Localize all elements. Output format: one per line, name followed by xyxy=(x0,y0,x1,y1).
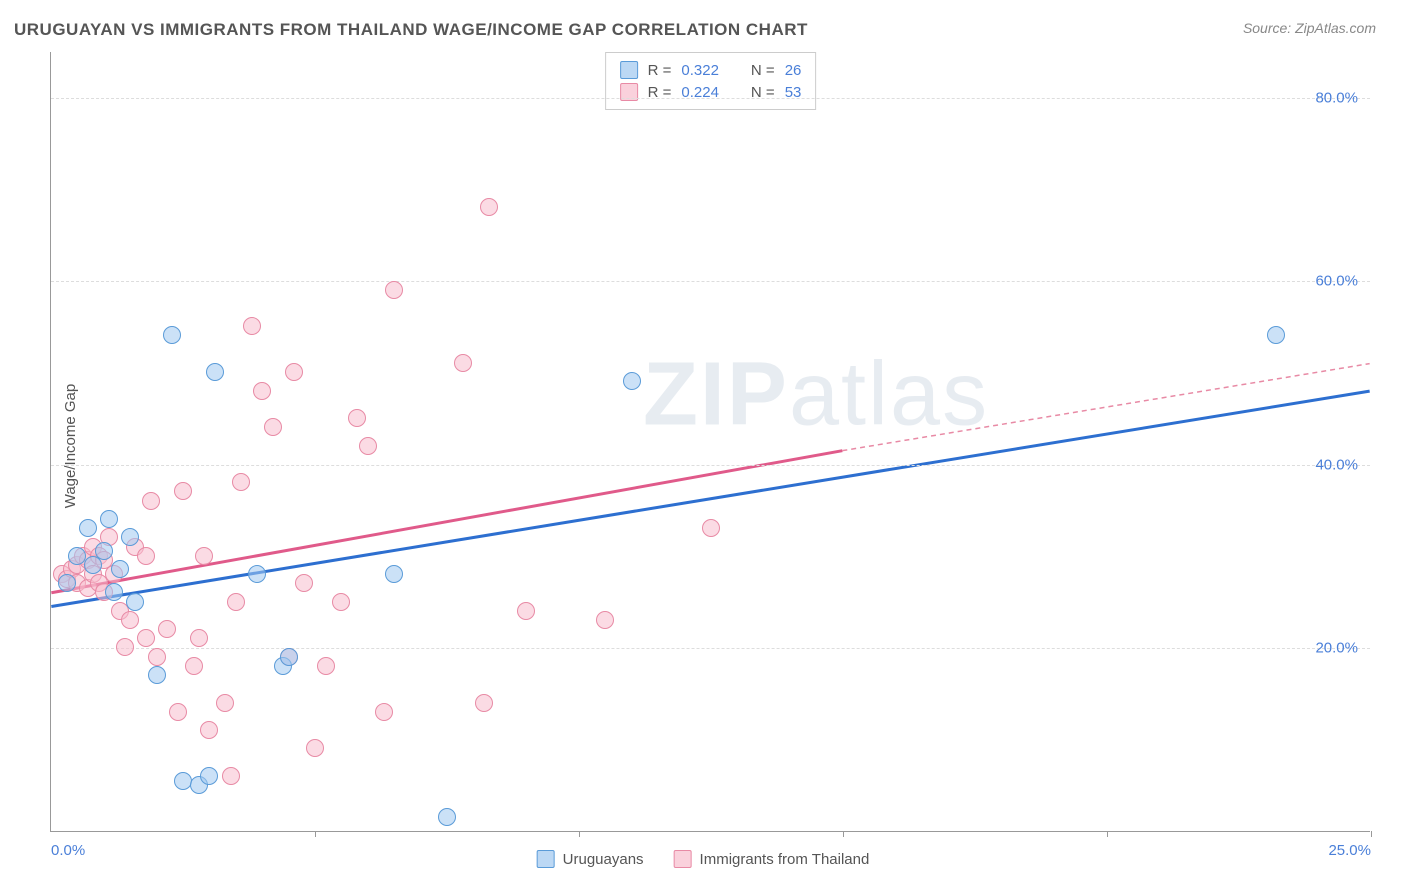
data-point xyxy=(169,703,187,721)
data-point xyxy=(475,694,493,712)
x-tick-label: 0.0% xyxy=(51,842,85,859)
gridline xyxy=(51,648,1370,649)
data-point xyxy=(253,382,271,400)
data-point xyxy=(306,739,324,757)
data-point xyxy=(58,574,76,592)
data-point xyxy=(295,574,313,592)
y-tick-label: 20.0% xyxy=(1315,640,1358,657)
trend-lines xyxy=(51,52,1370,831)
data-point xyxy=(206,363,224,381)
data-point xyxy=(248,565,266,583)
stats-box: R = 0.322 N = 26 R = 0.224 N = 53 xyxy=(605,52,817,110)
data-point xyxy=(232,473,250,491)
data-point xyxy=(348,409,366,427)
data-point xyxy=(148,666,166,684)
legend: Uruguayans Immigrants from Thailand xyxy=(537,850,870,868)
r-value: 0.322 xyxy=(681,62,719,79)
plot-area: ZIPatlas R = 0.322 N = 26 R = 0.224 N = … xyxy=(50,52,1370,832)
gridline xyxy=(51,281,1370,282)
data-point xyxy=(121,611,139,629)
r-label: R = xyxy=(648,62,672,79)
data-point xyxy=(100,510,118,528)
legend-item-blue: Uruguayans xyxy=(537,850,644,868)
correlation-chart: URUGUAYAN VS IMMIGRANTS FROM THAILAND WA… xyxy=(0,0,1406,892)
data-point xyxy=(105,583,123,601)
data-point xyxy=(623,372,641,390)
data-point xyxy=(317,657,335,675)
data-point xyxy=(264,418,282,436)
data-point xyxy=(185,657,203,675)
data-point xyxy=(142,492,160,510)
data-point xyxy=(438,808,456,826)
source-label: Source: ZipAtlas.com xyxy=(1243,20,1376,36)
data-point xyxy=(359,437,377,455)
stats-row-pink: R = 0.224 N = 53 xyxy=(620,81,802,103)
data-point xyxy=(517,602,535,620)
swatch-blue-icon xyxy=(537,850,555,868)
data-point xyxy=(227,593,245,611)
n-value: 26 xyxy=(785,62,802,79)
data-point xyxy=(111,560,129,578)
y-tick-label: 40.0% xyxy=(1315,456,1358,473)
legend-item-pink: Immigrants from Thailand xyxy=(674,850,870,868)
y-tick-label: 80.0% xyxy=(1315,89,1358,106)
legend-label: Uruguayans xyxy=(563,851,644,868)
data-point xyxy=(158,620,176,638)
n-label: N = xyxy=(751,62,775,79)
data-point xyxy=(216,694,234,712)
data-point xyxy=(454,354,472,372)
data-point xyxy=(200,721,218,739)
x-tick-mark xyxy=(843,831,844,837)
x-tick-mark xyxy=(1107,831,1108,837)
data-point xyxy=(137,629,155,647)
data-point xyxy=(190,629,208,647)
data-point xyxy=(332,593,350,611)
data-point xyxy=(285,363,303,381)
data-point xyxy=(375,703,393,721)
data-point xyxy=(116,638,134,656)
y-tick-label: 60.0% xyxy=(1315,273,1358,290)
chart-title: URUGUAYAN VS IMMIGRANTS FROM THAILAND WA… xyxy=(14,20,808,40)
data-point xyxy=(148,648,166,666)
data-point xyxy=(280,648,298,666)
x-tick-mark xyxy=(1371,831,1372,837)
data-point xyxy=(163,326,181,344)
data-point xyxy=(385,565,403,583)
gridline xyxy=(51,465,1370,466)
data-point xyxy=(1267,326,1285,344)
data-point xyxy=(596,611,614,629)
swatch-pink-icon xyxy=(674,850,692,868)
gridline xyxy=(51,98,1370,99)
x-tick-mark xyxy=(579,831,580,837)
data-point xyxy=(222,767,240,785)
data-point xyxy=(195,547,213,565)
data-point xyxy=(79,519,97,537)
data-point xyxy=(385,281,403,299)
x-tick-mark xyxy=(315,831,316,837)
data-point xyxy=(200,767,218,785)
watermark: ZIPatlas xyxy=(643,343,989,446)
data-point xyxy=(137,547,155,565)
stats-row-blue: R = 0.322 N = 26 xyxy=(620,59,802,81)
data-point xyxy=(95,542,113,560)
data-point xyxy=(702,519,720,537)
data-point xyxy=(174,482,192,500)
data-point xyxy=(480,198,498,216)
swatch-blue-icon xyxy=(620,61,638,79)
legend-label: Immigrants from Thailand xyxy=(700,851,870,868)
data-point xyxy=(126,593,144,611)
data-point xyxy=(121,528,139,546)
data-point xyxy=(243,317,261,335)
x-tick-label: 25.0% xyxy=(1328,842,1371,859)
